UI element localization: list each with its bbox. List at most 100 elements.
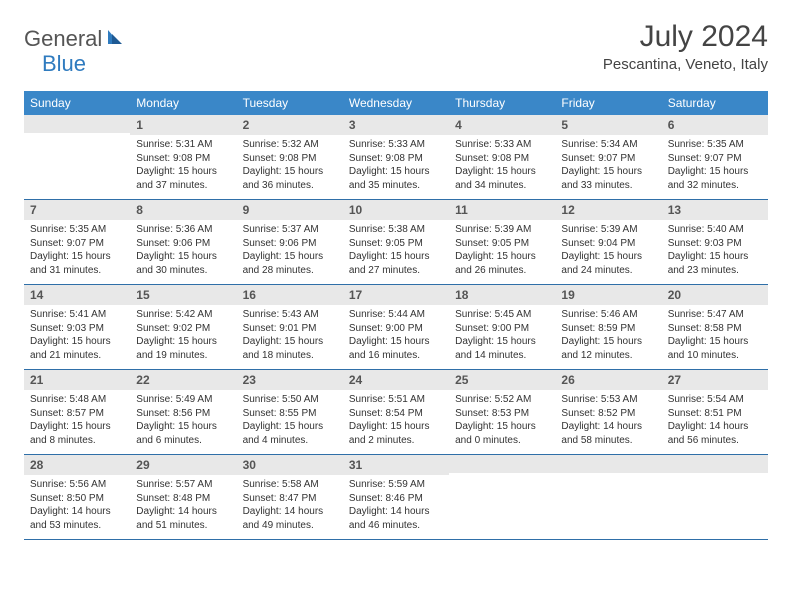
day-number: [555, 455, 661, 473]
cell-line: Daylight: 15 hours: [455, 335, 549, 349]
weekday-header: Wednesday: [343, 91, 449, 115]
calendar-cell: 6Sunrise: 5:35 AMSunset: 9:07 PMDaylight…: [662, 115, 768, 200]
cell-line: and 53 minutes.: [30, 519, 124, 533]
cell-line: and 58 minutes.: [561, 434, 655, 448]
cell-line: and 51 minutes.: [136, 519, 230, 533]
calendar-cell: 23Sunrise: 5:50 AMSunset: 8:55 PMDayligh…: [237, 370, 343, 455]
calendar-cell: 7Sunrise: 5:35 AMSunset: 9:07 PMDaylight…: [24, 200, 130, 285]
logo: General: [24, 20, 128, 52]
cell-line: Sunrise: 5:38 AM: [349, 223, 443, 237]
cell-body: Sunrise: 5:36 AMSunset: 9:06 PMDaylight:…: [130, 220, 236, 284]
day-number: 23: [237, 370, 343, 390]
day-number: 10: [343, 200, 449, 220]
cell-line: Sunrise: 5:36 AM: [136, 223, 230, 237]
cell-line: Daylight: 15 hours: [349, 165, 443, 179]
calendar-week-row: 21Sunrise: 5:48 AMSunset: 8:57 PMDayligh…: [24, 370, 768, 455]
calendar-cell: 4Sunrise: 5:33 AMSunset: 9:08 PMDaylight…: [449, 115, 555, 200]
weekday-header: Monday: [130, 91, 236, 115]
cell-line: and 26 minutes.: [455, 264, 549, 278]
cell-line: Sunset: 9:08 PM: [136, 152, 230, 166]
weekday-header: Friday: [555, 91, 661, 115]
calendar-cell: 10Sunrise: 5:38 AMSunset: 9:05 PMDayligh…: [343, 200, 449, 285]
calendar-cell: 26Sunrise: 5:53 AMSunset: 8:52 PMDayligh…: [555, 370, 661, 455]
day-number: 25: [449, 370, 555, 390]
day-number: [449, 455, 555, 473]
calendar-cell: 8Sunrise: 5:36 AMSunset: 9:06 PMDaylight…: [130, 200, 236, 285]
calendar-cell: 11Sunrise: 5:39 AMSunset: 9:05 PMDayligh…: [449, 200, 555, 285]
cell-line: Sunrise: 5:54 AM: [668, 393, 762, 407]
calendar-cell: 14Sunrise: 5:41 AMSunset: 9:03 PMDayligh…: [24, 285, 130, 370]
cell-body: Sunrise: 5:38 AMSunset: 9:05 PMDaylight:…: [343, 220, 449, 284]
cell-line: Daylight: 15 hours: [668, 335, 762, 349]
day-number: 31: [343, 455, 449, 475]
day-number: 30: [237, 455, 343, 475]
cell-line: Daylight: 15 hours: [30, 420, 124, 434]
cell-line: and 23 minutes.: [668, 264, 762, 278]
weekday-header: Thursday: [449, 91, 555, 115]
cell-line: Sunset: 9:02 PM: [136, 322, 230, 336]
cell-line: and 35 minutes.: [349, 179, 443, 193]
cell-line: Daylight: 15 hours: [136, 250, 230, 264]
day-number: 22: [130, 370, 236, 390]
cell-body: Sunrise: 5:33 AMSunset: 9:08 PMDaylight:…: [343, 135, 449, 199]
cell-line: Sunrise: 5:50 AM: [243, 393, 337, 407]
day-number: 7: [24, 200, 130, 220]
cell-line: Daylight: 15 hours: [243, 335, 337, 349]
cell-line: Sunset: 9:07 PM: [668, 152, 762, 166]
cell-line: Sunset: 9:08 PM: [349, 152, 443, 166]
cell-line: Sunset: 9:00 PM: [349, 322, 443, 336]
day-number: 4: [449, 115, 555, 135]
cell-line: Sunset: 8:46 PM: [349, 492, 443, 506]
cell-line: Sunrise: 5:51 AM: [349, 393, 443, 407]
cell-line: and 10 minutes.: [668, 349, 762, 363]
cell-line: Daylight: 15 hours: [561, 335, 655, 349]
cell-body: Sunrise: 5:31 AMSunset: 9:08 PMDaylight:…: [130, 135, 236, 199]
cell-line: and 16 minutes.: [349, 349, 443, 363]
location: Pescantina, Veneto, Italy: [603, 56, 768, 73]
cell-line: Sunset: 9:06 PM: [136, 237, 230, 251]
cell-body: Sunrise: 5:53 AMSunset: 8:52 PMDaylight:…: [555, 390, 661, 454]
cell-line: Daylight: 15 hours: [30, 250, 124, 264]
cell-body: Sunrise: 5:54 AMSunset: 8:51 PMDaylight:…: [662, 390, 768, 454]
cell-line: and 8 minutes.: [30, 434, 124, 448]
cell-body: Sunrise: 5:51 AMSunset: 8:54 PMDaylight:…: [343, 390, 449, 454]
calendar-week-row: 14Sunrise: 5:41 AMSunset: 9:03 PMDayligh…: [24, 285, 768, 370]
cell-line: Daylight: 15 hours: [455, 165, 549, 179]
cell-line: Daylight: 15 hours: [30, 335, 124, 349]
calendar-week-row: 1Sunrise: 5:31 AMSunset: 9:08 PMDaylight…: [24, 115, 768, 200]
day-number: 24: [343, 370, 449, 390]
cell-body: Sunrise: 5:44 AMSunset: 9:00 PMDaylight:…: [343, 305, 449, 369]
cell-body: Sunrise: 5:43 AMSunset: 9:01 PMDaylight:…: [237, 305, 343, 369]
cell-line: Sunset: 9:00 PM: [455, 322, 549, 336]
cell-line: Sunrise: 5:48 AM: [30, 393, 124, 407]
cell-body: [555, 473, 661, 537]
cell-line: Sunrise: 5:49 AM: [136, 393, 230, 407]
cell-body: Sunrise: 5:56 AMSunset: 8:50 PMDaylight:…: [24, 475, 130, 539]
weekday-header: Tuesday: [237, 91, 343, 115]
cell-line: Sunset: 9:01 PM: [243, 322, 337, 336]
cell-line: Sunrise: 5:56 AM: [30, 478, 124, 492]
day-number: 11: [449, 200, 555, 220]
cell-line: Daylight: 15 hours: [136, 420, 230, 434]
cell-line: Sunset: 8:50 PM: [30, 492, 124, 506]
cell-line: Sunrise: 5:59 AM: [349, 478, 443, 492]
calendar-week-row: 28Sunrise: 5:56 AMSunset: 8:50 PMDayligh…: [24, 455, 768, 540]
cell-line: Daylight: 14 hours: [668, 420, 762, 434]
calendar-cell: 3Sunrise: 5:33 AMSunset: 9:08 PMDaylight…: [343, 115, 449, 200]
cell-line: Daylight: 15 hours: [455, 420, 549, 434]
cell-line: Daylight: 15 hours: [243, 250, 337, 264]
cell-line: and 12 minutes.: [561, 349, 655, 363]
logo-sail-icon: [106, 28, 126, 51]
cell-line: Sunset: 8:48 PM: [136, 492, 230, 506]
cell-line: Sunset: 9:03 PM: [668, 237, 762, 251]
calendar-cell: 21Sunrise: 5:48 AMSunset: 8:57 PMDayligh…: [24, 370, 130, 455]
day-number: 20: [662, 285, 768, 305]
cell-body: Sunrise: 5:37 AMSunset: 9:06 PMDaylight:…: [237, 220, 343, 284]
cell-line: Sunrise: 5:33 AM: [455, 138, 549, 152]
cell-line: Sunset: 8:58 PM: [668, 322, 762, 336]
cell-line: Daylight: 15 hours: [243, 420, 337, 434]
cell-line: Sunrise: 5:46 AM: [561, 308, 655, 322]
day-number: 26: [555, 370, 661, 390]
cell-line: Sunrise: 5:42 AM: [136, 308, 230, 322]
cell-line: and 21 minutes.: [30, 349, 124, 363]
